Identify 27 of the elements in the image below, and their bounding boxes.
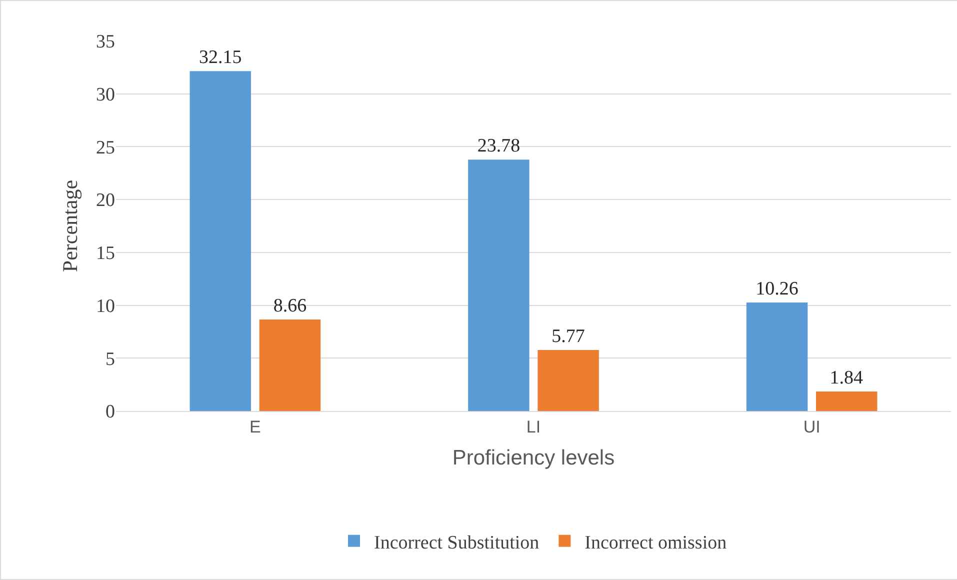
data-label: 10.26 xyxy=(756,278,798,300)
y-tick-label: 10 xyxy=(96,296,115,317)
data-label: 5.77 xyxy=(552,326,585,347)
y-tick-label: 25 xyxy=(96,137,115,158)
data-label: 23.78 xyxy=(477,136,520,157)
y-tick-label: 20 xyxy=(96,190,115,212)
bar xyxy=(190,71,251,411)
x-tick-label: E xyxy=(250,417,261,436)
bar xyxy=(468,160,530,411)
y-tick-label: 15 xyxy=(96,243,115,264)
y-tick-label: 0 xyxy=(106,402,115,423)
bar xyxy=(538,350,599,411)
data-label: 32.15 xyxy=(199,47,242,68)
legend-label: Incorrect omission xyxy=(584,532,728,554)
legend-label: Incorrect Substitution xyxy=(374,532,540,554)
bar xyxy=(816,392,878,411)
bar xyxy=(746,302,808,411)
y-axis-title: Percentage xyxy=(58,180,82,272)
bar xyxy=(259,319,321,411)
y-tick-label: 30 xyxy=(96,84,115,106)
x-tick-label: LI xyxy=(526,417,541,436)
x-tick-label: UI xyxy=(803,417,820,436)
x-axis-title: Proficiency levels xyxy=(452,446,615,470)
data-label: 1.84 xyxy=(830,368,864,389)
data-label: 8.66 xyxy=(273,295,307,316)
y-tick-label: 5 xyxy=(106,348,115,370)
y-tick-label: 35 xyxy=(96,32,115,53)
